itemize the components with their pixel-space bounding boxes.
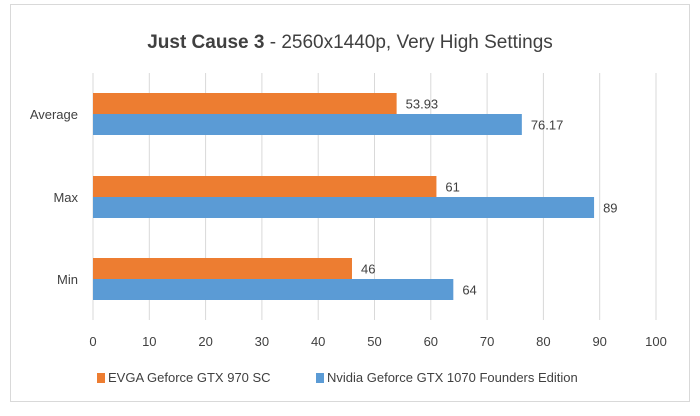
x-tick-label: 0 [89, 334, 96, 349]
x-tick-label: 70 [480, 334, 494, 349]
bar-gtx1070 [93, 279, 454, 300]
x-tick-label: 20 [198, 334, 212, 349]
x-tick-label: 80 [536, 334, 550, 349]
category-label: Max [53, 190, 78, 205]
legend-swatch [97, 373, 105, 383]
bar-gtx1070 [93, 197, 595, 218]
data-label: 89 [603, 201, 617, 216]
data-label: 53.93 [406, 97, 439, 112]
chart-title-bold: Just Cause 3 [147, 32, 264, 53]
x-tick-label: 100 [645, 334, 667, 349]
data-label: 46 [361, 262, 375, 277]
bar-gtx970 [93, 176, 437, 197]
x-tick-label: 30 [255, 334, 269, 349]
bar-gtx1070 [93, 114, 522, 135]
category-label: Min [57, 272, 78, 287]
x-tick-label: 10 [142, 334, 156, 349]
bar-gtx970 [93, 93, 397, 114]
data-label: 76.17 [531, 118, 564, 133]
category-label: Average [30, 107, 78, 122]
legend-label: Nvidia Geforce GTX 1070 Founders Edition [327, 370, 578, 385]
x-tick-label: 90 [592, 334, 606, 349]
data-label: 61 [445, 180, 459, 195]
x-tick-label: 60 [424, 334, 438, 349]
x-tick-label: 40 [311, 334, 325, 349]
data-label: 64 [462, 283, 476, 298]
x-tick-label: 50 [367, 334, 381, 349]
legend-swatch [316, 373, 324, 383]
chart-title-rest: - 2560x1440p, Very High Settings [264, 32, 552, 53]
legend-label: EVGA Geforce GTX 970 SC [108, 370, 271, 385]
chart-title: Just Cause 3 - 2560x1440p, Very High Set… [147, 32, 553, 53]
bar-gtx970 [93, 258, 352, 279]
